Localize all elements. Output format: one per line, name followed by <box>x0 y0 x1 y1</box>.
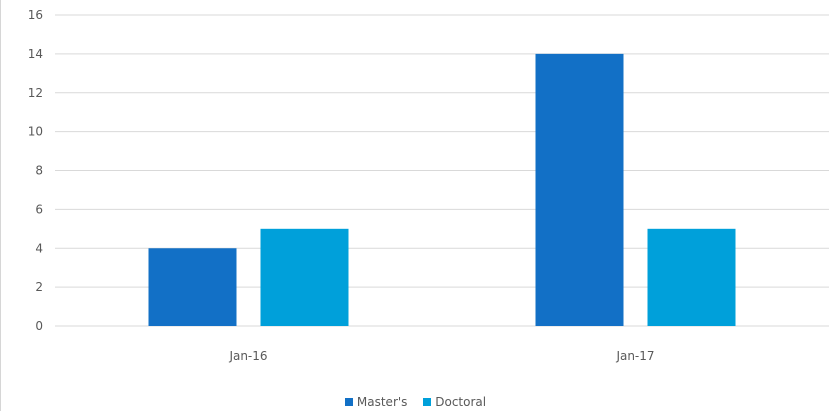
y-tick-label: 16 <box>28 8 43 22</box>
y-tick-label: 8 <box>35 164 43 178</box>
bar-masters-jan-16 <box>148 248 237 326</box>
y-tick-label: 12 <box>28 86 43 100</box>
bar-masters-jan-17 <box>535 53 624 326</box>
y-tick-label: 6 <box>35 202 43 216</box>
y-tick-label: 14 <box>28 47 43 61</box>
x-axis-category-labels: Jan-16 Jan-17 <box>228 349 654 363</box>
y-tick-label: 4 <box>35 241 43 255</box>
bar-doctoral-jan-16 <box>260 228 349 326</box>
bars <box>148 53 736 326</box>
y-axis-tick-labels: 0 2 4 6 8 10 12 14 16 <box>28 8 43 333</box>
y-tick-label: 2 <box>35 280 43 294</box>
bar-doctoral-jan-17 <box>647 228 736 326</box>
legend-swatch-masters <box>344 398 353 406</box>
x-category-label: Jan-16 <box>228 349 267 363</box>
legend: Master's Doctoral <box>1 395 829 409</box>
legend-item-doctoral: Doctoral <box>423 395 486 409</box>
legend-item-masters: Master's <box>344 395 408 409</box>
x-category-label: Jan-17 <box>615 349 654 363</box>
y-tick-label: 0 <box>35 319 43 333</box>
legend-label-masters: Master's <box>356 395 408 409</box>
y-tick-label: 10 <box>28 125 43 139</box>
legend-label-doctoral: Doctoral <box>435 395 487 409</box>
legend-swatch-doctoral <box>423 398 432 406</box>
